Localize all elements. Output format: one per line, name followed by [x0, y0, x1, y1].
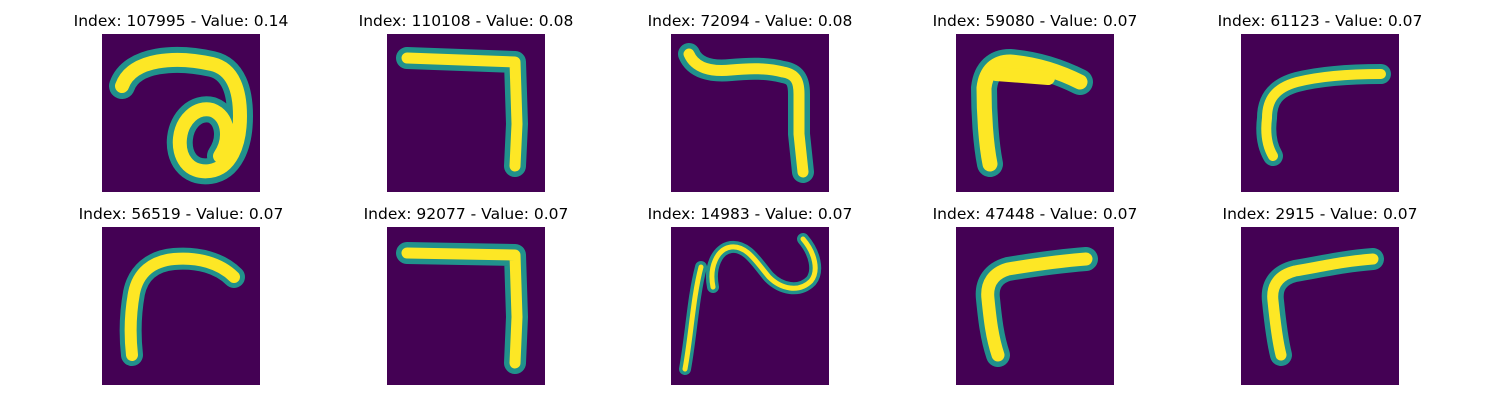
- panel-title: Index: 2915 - Value: 0.07: [1222, 205, 1418, 223]
- panel-title: Index: 92077 - Value: 0.07: [363, 205, 569, 223]
- panel-4: Index: 59080 - Value: 0.07: [933, 10, 1137, 192]
- digit-image: [671, 227, 829, 385]
- digit-image: [956, 34, 1114, 192]
- digit-image: [1241, 34, 1399, 192]
- digit-image: [387, 34, 545, 192]
- panel-10: Index: 2915 - Value: 0.07: [1220, 203, 1420, 385]
- panel-3: Index: 72094 - Value: 0.08: [648, 10, 852, 192]
- digit-image: [102, 34, 260, 192]
- panel-title: Index: 107995 - Value: 0.14: [73, 12, 289, 30]
- digit-image: [387, 227, 545, 385]
- panel-title: Index: 110108 - Value: 0.08: [358, 12, 574, 30]
- panel-1: Index: 107995 - Value: 0.14: [74, 10, 288, 192]
- panel-9: Index: 47448 - Value: 0.07: [933, 203, 1137, 385]
- digit-image: [956, 227, 1114, 385]
- panel-2: Index: 110108 - Value: 0.08: [359, 10, 573, 192]
- panel-title: Index: 14983 - Value: 0.07: [647, 205, 853, 223]
- panel-8: Index: 14983 - Value: 0.07: [648, 203, 852, 385]
- panel-7: Index: 92077 - Value: 0.07: [364, 203, 568, 385]
- panel-title: Index: 56519 - Value: 0.07: [78, 205, 284, 223]
- panel-6: Index: 56519 - Value: 0.07: [79, 203, 283, 385]
- digit-image: [1241, 227, 1399, 385]
- panel-title: Index: 47448 - Value: 0.07: [932, 205, 1138, 223]
- digit-image: [671, 34, 829, 192]
- panel-title: Index: 72094 - Value: 0.08: [647, 12, 853, 30]
- panel-title: Index: 59080 - Value: 0.07: [932, 12, 1138, 30]
- panel-5: Index: 61123 - Value: 0.07: [1218, 10, 1422, 192]
- digit-image: [102, 227, 260, 385]
- panel-title: Index: 61123 - Value: 0.07: [1217, 12, 1423, 30]
